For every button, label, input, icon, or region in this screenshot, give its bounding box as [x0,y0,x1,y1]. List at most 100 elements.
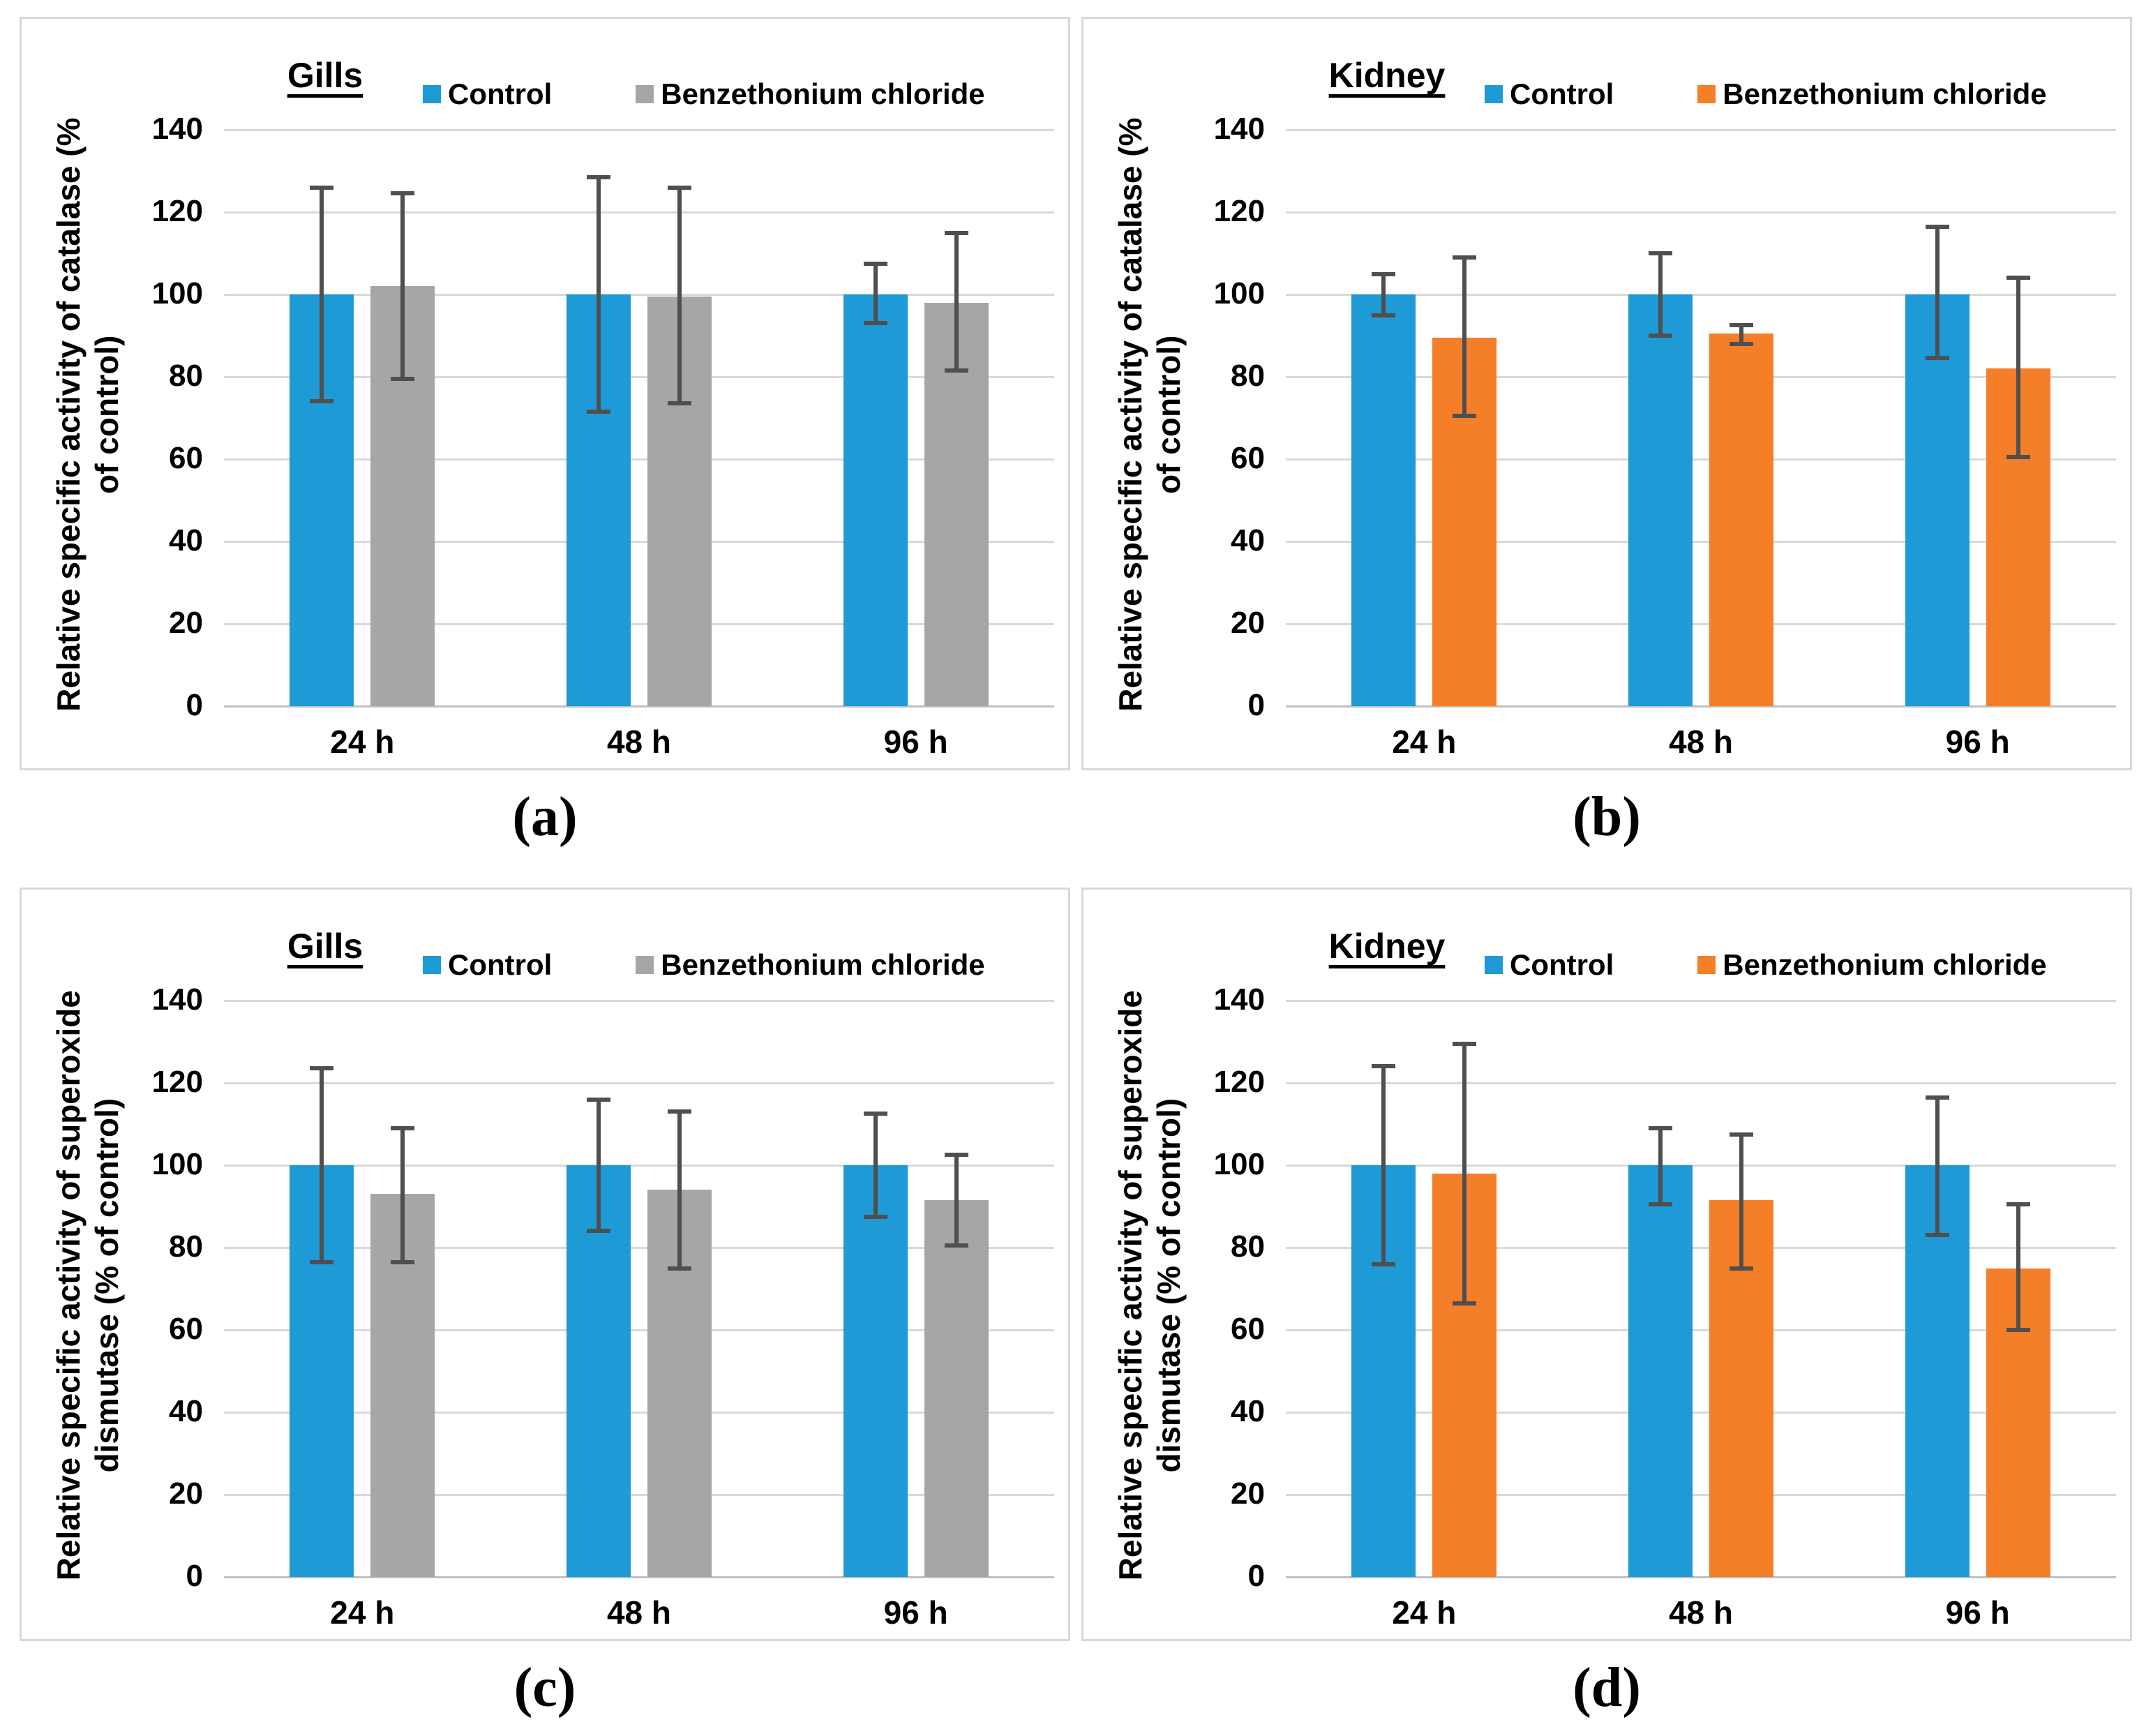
gridline-100 [224,294,1054,296]
y-tick-label-40: 40 [169,1394,203,1428]
y-tick-label-60: 60 [169,441,203,475]
error-bar-cap-top [310,1066,334,1071]
y-tick-label-80: 80 [1231,1229,1265,1264]
y-tick-label-120: 120 [1213,1065,1265,1099]
gridline-60 [1286,1329,2116,1331]
legend-label-treatment: Benzethonium chloride [1723,948,2047,981]
gridline-80 [1286,1247,2116,1249]
y-tick-label-140: 140 [151,982,203,1017]
error-bar-cap-bottom [391,376,415,381]
legend-swatch-treatment [636,956,654,974]
legend-item-treatment: Benzethonium chloride [636,77,985,111]
error-bar-cap-top [1372,1064,1396,1069]
gridline-140 [1286,1000,2116,1002]
error-bar-cap-bottom [1730,341,1753,346]
error-bar [597,177,601,412]
legend-label-treatment: Benzethonium chloride [661,948,985,981]
error-bar-cap-bottom [863,321,887,326]
y-tick-label-0: 0 [1247,1559,1265,1593]
error-bar-cap-top [310,185,334,190]
panel-d-kidney-sod: Kidney Control Benzethonium chloride Rel… [1081,888,2132,1641]
y-tick-label-140: 140 [151,112,203,146]
error-bar-cap-top [1730,323,1753,328]
error-bar-cap-top [668,185,691,190]
error-bar-cap-top [2006,276,2030,280]
legend-swatch-control [1485,85,1503,103]
x-category-label: 96 h [1945,1594,2010,1631]
bar-control [843,294,908,706]
x-category-label: 24 h [330,724,395,760]
legend-swatch-control [423,956,441,974]
legend-item-treatment: Benzethonium chloride [636,948,985,982]
error-bar [400,1128,405,1262]
y-tick-label-0: 0 [186,1559,203,1593]
error-bar [677,187,682,404]
error-bar [1935,226,1940,359]
legend-label-control: Control [448,948,553,981]
y-tick-label-60: 60 [1231,441,1265,475]
y-tick-label-120: 120 [151,1065,203,1099]
error-bar-cap-bottom [1372,1262,1396,1266]
gridline-60 [1286,458,2116,461]
legend-swatch-control [1485,956,1503,974]
error-bar-cap-bottom [1649,1202,1672,1207]
error-bar [1381,274,1386,315]
error-bar [873,1114,878,1217]
gridline-0 [224,1576,1054,1578]
gridline-80 [224,1247,1054,1249]
error-bar-cap-top [668,1109,691,1114]
x-category-label: 48 h [606,724,672,760]
y-tick-label-140: 140 [1213,112,1265,146]
bar-treatment [924,1200,989,1577]
gridline-20 [224,623,1054,625]
legend-label-control: Control [1510,948,1614,981]
error-bar-cap-bottom [1453,414,1477,419]
plot-area: 0 20 40 60 80 100 120 140 24 h 48 h 96 h [22,19,1068,768]
bar-control [843,1165,908,1577]
plot-area: 0 20 40 60 80 100 120 140 24 h 48 h 96 h [1083,890,2130,1639]
error-bar-cap-top [587,174,610,179]
chart-title: Gills [287,56,363,95]
error-bar [2016,1204,2020,1330]
error-bar [1462,1043,1467,1303]
gridline-0 [1286,1576,2116,1578]
error-bar [1739,325,1743,344]
bar-control [567,1165,631,1577]
error-bar-cap-bottom [668,1266,691,1271]
gridline-20 [1286,623,2116,625]
gridline-100 [224,1165,1054,1167]
legend-label-control: Control [448,77,553,110]
error-bar-cap-bottom [587,410,610,414]
y-tick-label-0: 0 [186,688,203,722]
gridline-60 [224,1329,1054,1331]
gridline-20 [1286,1494,2116,1496]
error-bar-cap-top [1925,1095,1949,1100]
y-tick-label-40: 40 [1231,523,1265,558]
y-tick-label-100: 100 [151,1147,203,1181]
error-bar-cap-top [1453,1041,1477,1046]
plot-area: 0 20 40 60 80 100 120 140 24 h 48 h 96 h [22,890,1068,1639]
error-bar [1462,257,1467,417]
error-bar-cap-bottom [2006,455,2030,460]
error-bar [1658,1128,1663,1205]
error-bar-cap-top [587,1097,610,1102]
y-tick-label-100: 100 [1213,276,1265,310]
legend: Control Benzethonium chloride [1485,948,2047,982]
y-tick-label-140: 140 [1213,982,1265,1017]
error-bar-cap-top [1453,255,1477,260]
gridline-120 [224,1082,1054,1084]
error-bar-cap-top [1730,1132,1753,1137]
legend-swatch-treatment [1697,956,1716,974]
x-category-label: 96 h [883,1594,948,1631]
error-bar-cap-bottom [1925,356,1949,361]
error-bar-cap-bottom [1649,334,1672,338]
error-bar [954,1155,959,1246]
error-bar-cap-bottom [1372,313,1396,317]
gridline-0 [224,705,1054,708]
gridline-120 [1286,211,2116,214]
legend-item-control: Control [1485,77,1614,111]
error-bar [320,187,324,402]
y-tick-label-60: 60 [1231,1312,1265,1346]
error-bar-cap-top [863,261,887,266]
